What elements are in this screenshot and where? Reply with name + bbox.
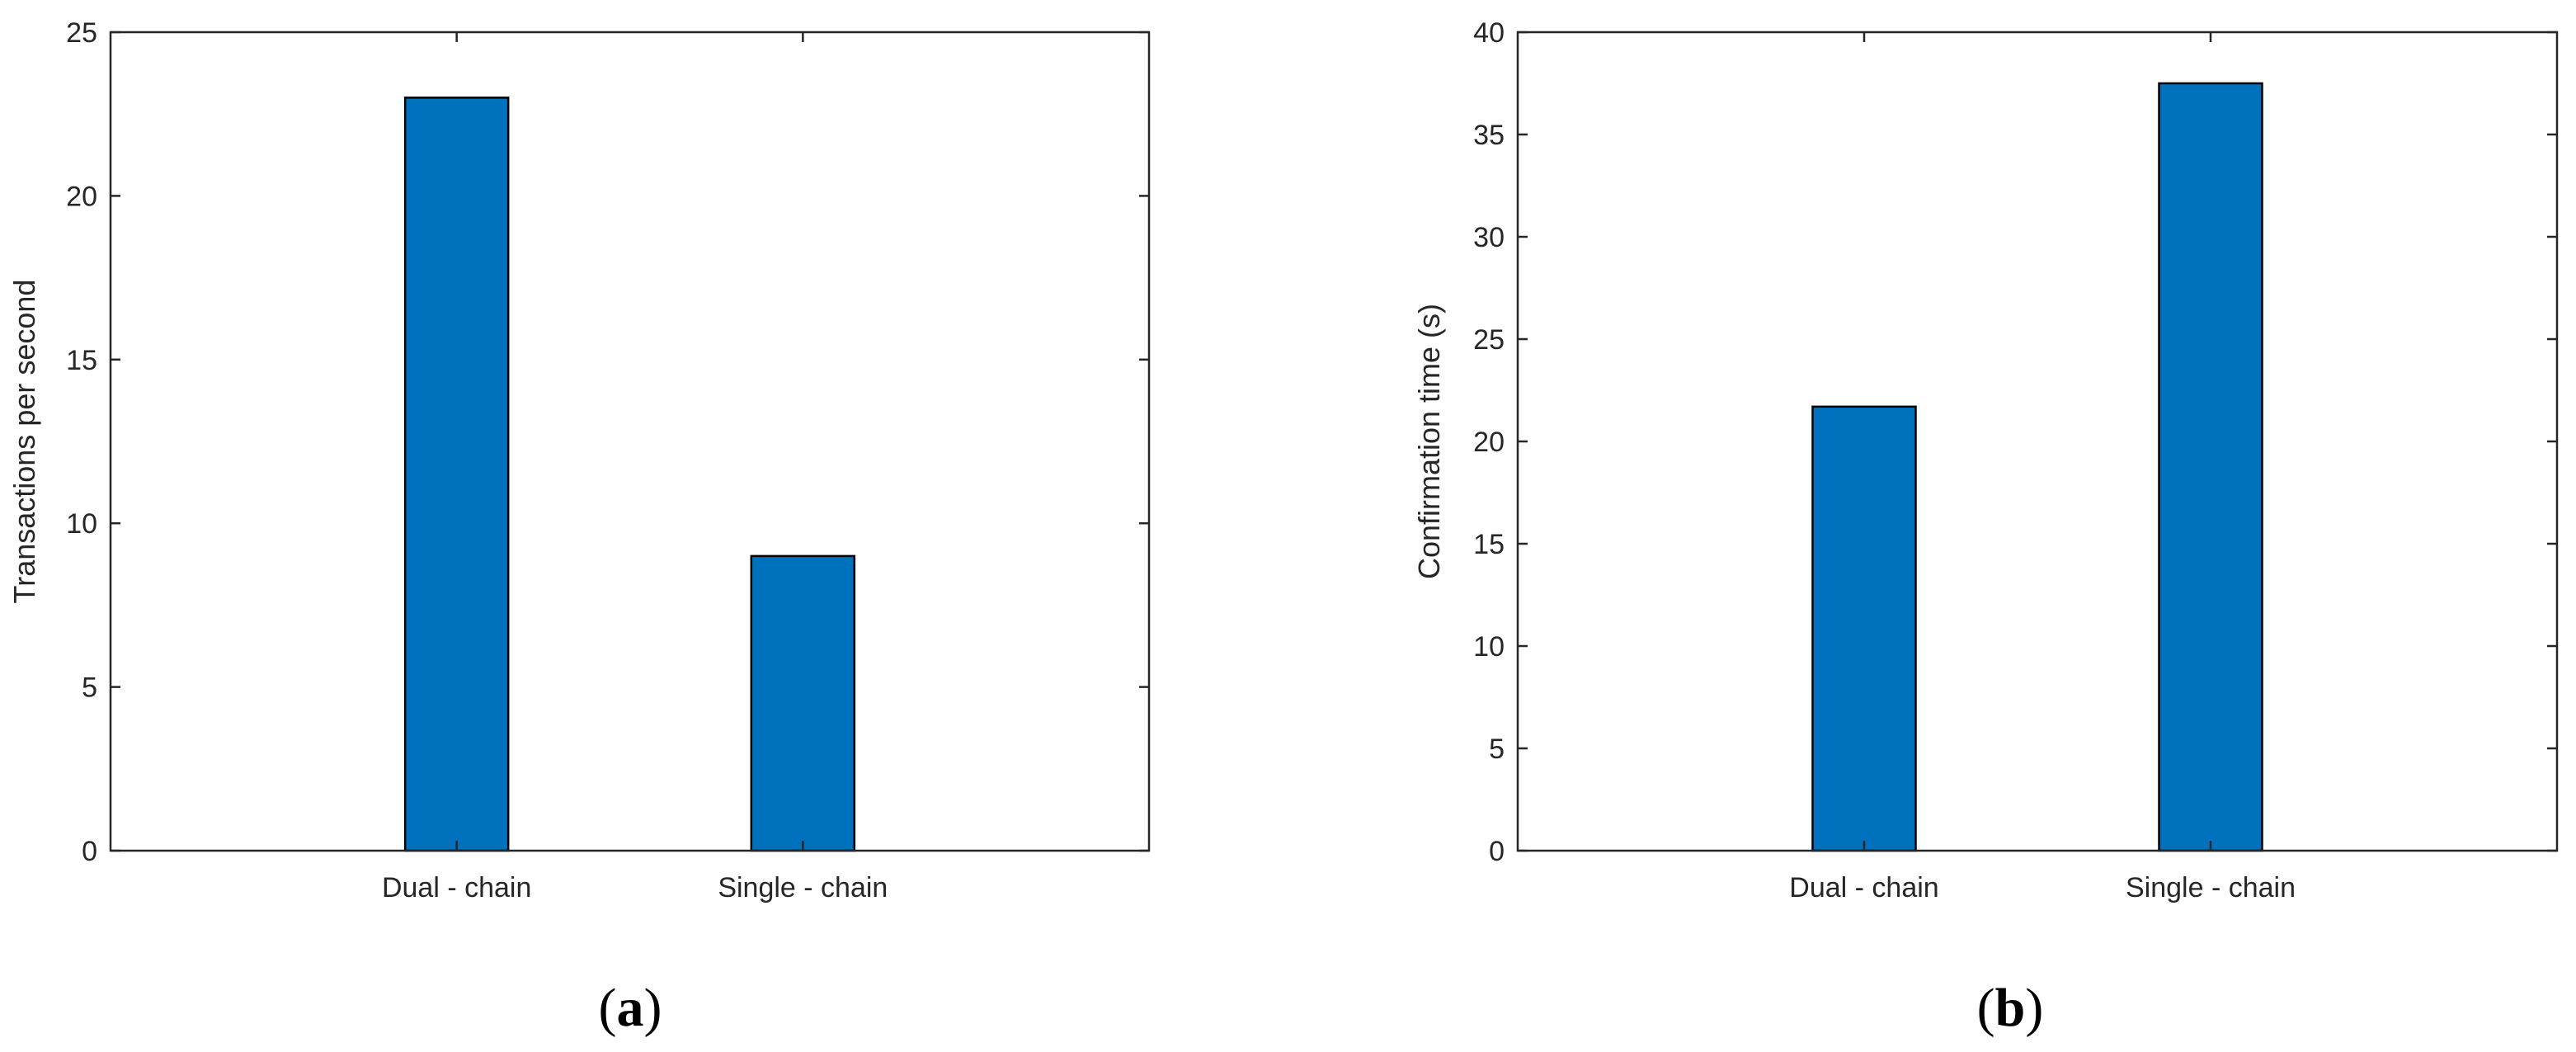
chart-b-bar-2 — [2158, 82, 2263, 852]
panel-label-a: (a) — [599, 978, 662, 1038]
chart-b-ytick-label-20: 20 — [1473, 427, 1505, 458]
chart-a-category-label-2: Single - chain — [718, 872, 888, 903]
chart-a-axes-box — [109, 31, 1151, 852]
chart-b-ytick-label-25: 25 — [1473, 324, 1505, 356]
chart-a-ytick-label-10: 10 — [66, 508, 97, 540]
chart-a-y-axis-label: Transactions per second — [7, 280, 41, 604]
chart-a-transactions-per-second: 0 5 10 15 20 25 Dual - chain Single - chain Tran… — [7, 17, 1151, 903]
chart-a-ytick-label-15: 15 — [66, 345, 97, 376]
chart-b-ytick-label-10: 10 — [1473, 631, 1505, 663]
chart-a-ytick-label-20: 20 — [66, 181, 97, 212]
chart-a-category-label-1: Dual - chain — [382, 872, 531, 903]
chart-b-ytick-label-40: 40 — [1473, 17, 1505, 49]
chart-a-ytick-label-0: 0 — [82, 836, 97, 867]
chart-b-ytick-label-30: 30 — [1473, 222, 1505, 253]
chart-b-ytick-label-5: 5 — [1489, 734, 1505, 765]
chart-a-bar-1 — [403, 97, 510, 852]
chart-a-bar-2 — [750, 554, 856, 852]
chart-a-ytick-label-25: 25 — [66, 17, 97, 49]
chart-a-ytick-label-5: 5 — [82, 672, 97, 704]
chart-b-y-axis-label: Confirmation time (s) — [1412, 304, 1446, 579]
chart-b-ytick-label-35: 35 — [1473, 120, 1505, 151]
panel-label-b: (b) — [1977, 978, 2044, 1038]
chart-b-ytick-label-0: 0 — [1489, 836, 1505, 867]
chart-b-category-label-2: Single - chain — [2126, 872, 2296, 903]
chart-b-confirmation-time: 0 5 10 15 20 25 30 35 40 Dual - chain Single - cha… — [1412, 17, 2559, 903]
chart-b-category-label-1: Dual - chain — [1789, 872, 1938, 903]
chart-b-ytick-label-15: 15 — [1473, 529, 1505, 560]
chart-b-axes-box — [1516, 31, 2559, 852]
chart-b-bar-1 — [1811, 405, 1917, 852]
